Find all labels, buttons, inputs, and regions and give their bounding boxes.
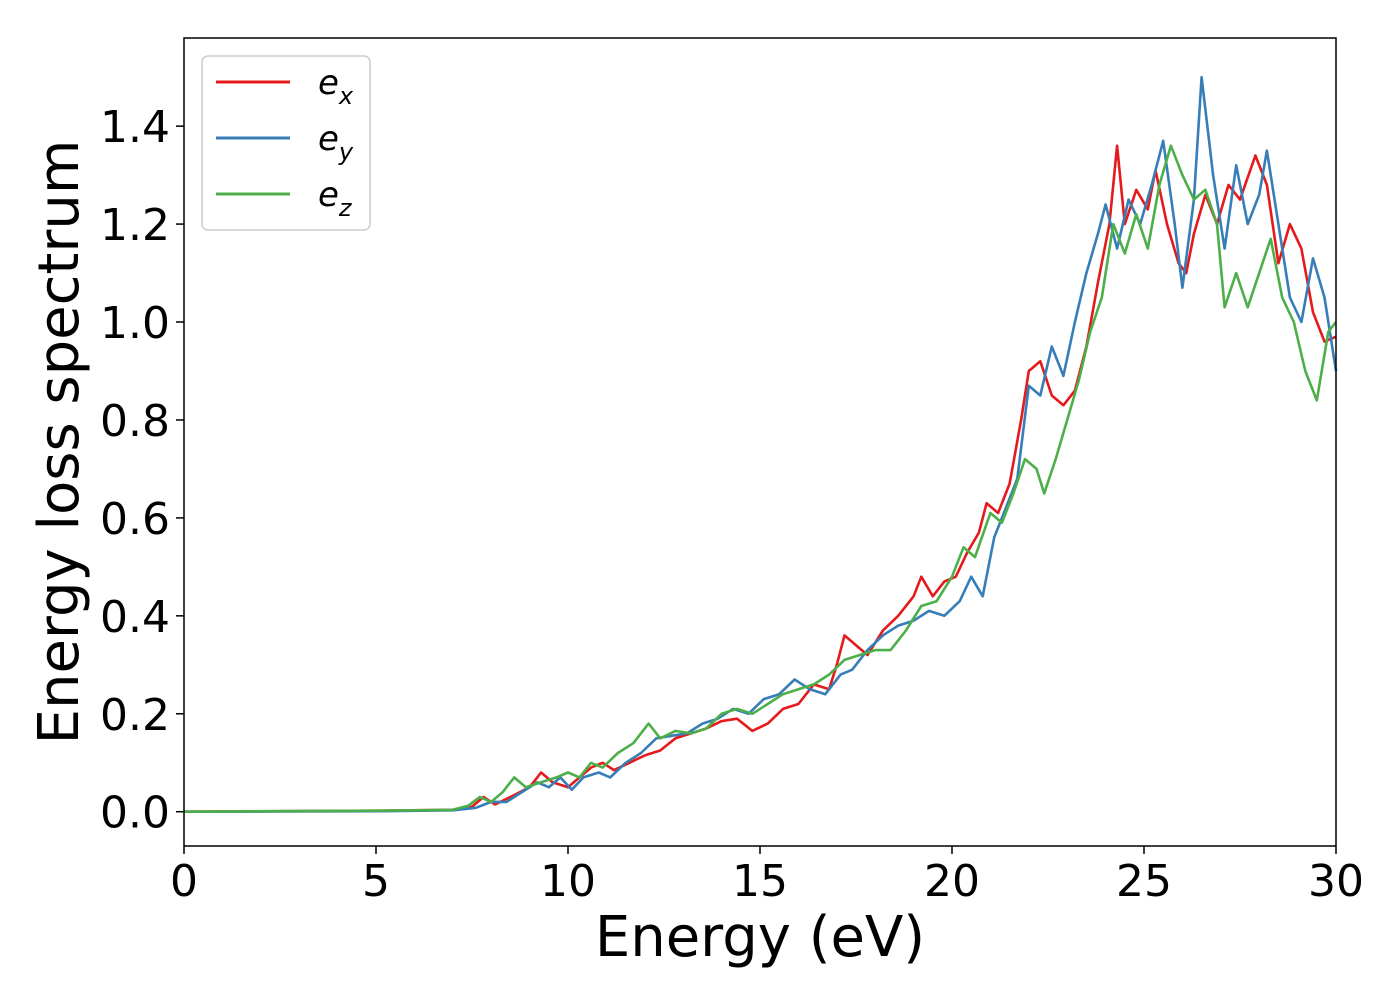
legend-label: ey xyxy=(318,119,354,166)
y-tick-label: 0.6 xyxy=(100,494,170,545)
y-tick-label: 0.8 xyxy=(100,396,170,447)
legend-items: ex ey ez xyxy=(216,63,354,222)
x-tick-label: 20 xyxy=(924,856,980,907)
y-tick-label: 1.4 xyxy=(100,102,170,153)
legend-label: ex xyxy=(318,63,354,110)
series-line-e-z xyxy=(183,144,1338,813)
series-line-e-x xyxy=(183,144,1337,813)
x-tick-label: 0 xyxy=(170,856,198,907)
x-axis-label: Energy (eV) xyxy=(595,905,925,970)
x-tick-label: 5 xyxy=(362,856,390,907)
x-tick-label: 30 xyxy=(1308,856,1364,907)
y-tick-label: 1.2 xyxy=(100,200,170,251)
legend: ex ey ez xyxy=(201,55,371,231)
legend-box xyxy=(201,55,371,231)
x-axis-ticks: 0 5 10 15 20 25 30 xyxy=(170,846,1364,907)
y-tick-label: 0.4 xyxy=(100,592,170,643)
y-tick-label: 0.2 xyxy=(100,690,170,741)
series-layer xyxy=(183,75,1338,813)
y-tick-label: 0.0 xyxy=(100,788,170,839)
x-tick-label: 15 xyxy=(732,856,788,907)
x-tick-label: 25 xyxy=(1116,856,1172,907)
series-line-e-y xyxy=(183,75,1338,813)
y-axis-ticks: 0.0 0.2 0.4 0.6 0.8 1.0 1.2 1.4 xyxy=(100,102,184,839)
y-axis-label: Energy loss spectrum xyxy=(27,140,92,745)
x-tick-label: 10 xyxy=(540,856,596,907)
y-tick-label: 1.0 xyxy=(100,298,170,349)
legend-label: ez xyxy=(318,175,353,222)
plot-background xyxy=(184,38,1336,846)
